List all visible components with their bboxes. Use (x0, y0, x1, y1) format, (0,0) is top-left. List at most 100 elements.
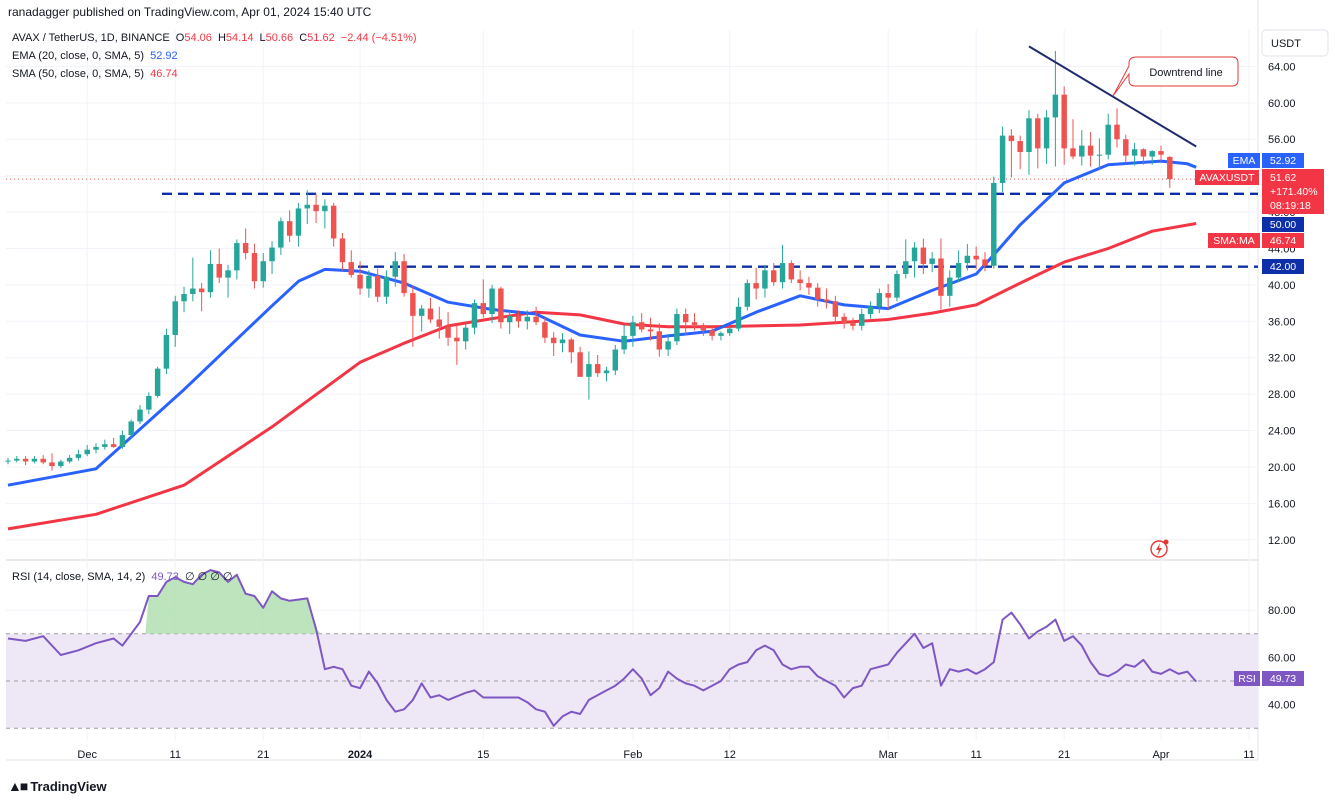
candle (771, 263, 777, 286)
candle-body (154, 368, 161, 396)
candle (146, 392, 152, 415)
candle-body (797, 279, 803, 284)
candle-body (14, 458, 20, 461)
candle (383, 270, 390, 305)
tradingview-logo[interactable]: ▲■ TradingView (8, 778, 107, 794)
candle (506, 311, 513, 335)
candle (480, 279, 487, 318)
candle (823, 288, 830, 309)
candle (938, 238, 944, 310)
price-tick-label: 12.00 (1268, 535, 1296, 547)
candle-body (735, 306, 742, 329)
candle-body (172, 301, 178, 335)
candle (524, 310, 531, 330)
candle (137, 405, 143, 425)
candle-body (480, 303, 487, 315)
candle-body (401, 261, 407, 294)
ema-legend-label: EMA (20, close, 0, SMA, 5) (12, 50, 145, 62)
candle (550, 332, 557, 356)
time-tick-label: 2024 (348, 749, 373, 761)
rsi-tag-name: RSI (1238, 673, 1256, 685)
candle-body (374, 275, 381, 297)
main-legend[interactable]: AVAX / TetherUS, 1D, BINANCE O54.06 H54.… (12, 32, 420, 44)
candle (207, 250, 214, 298)
candle (815, 283, 821, 307)
sma-tag: SMA:MA 46.74 (1208, 233, 1304, 248)
candle-body (1035, 118, 1041, 149)
candle (93, 443, 99, 454)
candle-body (550, 337, 557, 344)
candle-body (357, 274, 363, 289)
price-tick-label: 36.00 (1268, 316, 1296, 328)
candle-body (779, 263, 786, 283)
candle (1140, 148, 1147, 165)
candle (788, 260, 795, 284)
symbol-tag-change: +171.40% (1270, 186, 1318, 198)
candle-body (638, 322, 645, 330)
candle-body (726, 328, 733, 334)
candle (110, 437, 117, 448)
candle-body (1167, 156, 1173, 180)
candle-body (542, 322, 548, 338)
high-value: 54.14 (225, 32, 254, 44)
low-value: 50.66 (265, 32, 294, 44)
candle (49, 453, 55, 471)
time-tick-label: Apr (1152, 749, 1169, 761)
candle-body (436, 319, 443, 327)
candle (964, 243, 971, 271)
candle-body (630, 322, 636, 336)
candle (1096, 138, 1103, 171)
candle-body (1131, 149, 1138, 156)
candle-body (84, 449, 90, 455)
candle (1123, 134, 1129, 163)
candle (251, 243, 258, 289)
candle-body (1052, 94, 1059, 118)
candle-body (1026, 118, 1032, 152)
candle-body (982, 259, 988, 266)
candle-body (674, 314, 680, 342)
rsi-legend[interactable]: RSI (14, close, SMA, 14, 2) 49.73 ∅ ∅ ∅ … (12, 570, 235, 583)
ema-tag-name: EMA (1233, 155, 1256, 167)
candle (779, 244, 786, 289)
tradingview-logo-text: TradingView (30, 778, 107, 794)
candle (656, 323, 663, 357)
horizontal-levels (6, 178, 1258, 268)
time-axis: Dec 11 21 2024 15 Feb 12 Mar 11 21 Apr 11 (77, 749, 1254, 761)
candle (559, 333, 566, 353)
price-tick-label: 56.00 (1268, 134, 1296, 146)
candle-body (894, 273, 900, 298)
candle (154, 366, 161, 398)
candle (31, 456, 38, 464)
sma-50-line (7, 222, 1197, 531)
sma-tag-name: SMA:MA (1213, 235, 1254, 247)
sma-50-path (7, 222, 1197, 531)
candle-body (656, 331, 663, 350)
candle-body (559, 339, 566, 344)
candle (885, 283, 891, 310)
candle-body (313, 204, 319, 212)
candle (198, 283, 205, 312)
candle (304, 190, 310, 224)
candle (647, 317, 654, 341)
candle (515, 310, 522, 328)
time-tick-label: Mar (879, 749, 898, 761)
candle (999, 126, 1006, 193)
level-50-value: 50.00 (1270, 219, 1296, 231)
ema-legend-value: 52.92 (150, 50, 178, 62)
candle (1105, 113, 1111, 160)
ema-20-path (7, 159, 1197, 487)
rsi-tag: RSI 49.73 (1234, 671, 1304, 686)
candle (366, 270, 372, 298)
candle-body (31, 458, 38, 462)
currency-box[interactable] (1261, 29, 1329, 57)
candle (850, 317, 856, 331)
lightning-icon[interactable] (1150, 539, 1169, 558)
candle-body (445, 326, 451, 338)
time-tick-label: 21 (257, 749, 269, 761)
sma-legend[interactable]: SMA (50, close, 0, SMA, 5) 46.74 (12, 68, 181, 80)
candle (216, 248, 222, 284)
candle (190, 257, 196, 302)
ema-legend[interactable]: EMA (20, close, 0, SMA, 5) 52.92 (12, 50, 181, 62)
candle (322, 199, 328, 229)
candle (682, 308, 689, 335)
